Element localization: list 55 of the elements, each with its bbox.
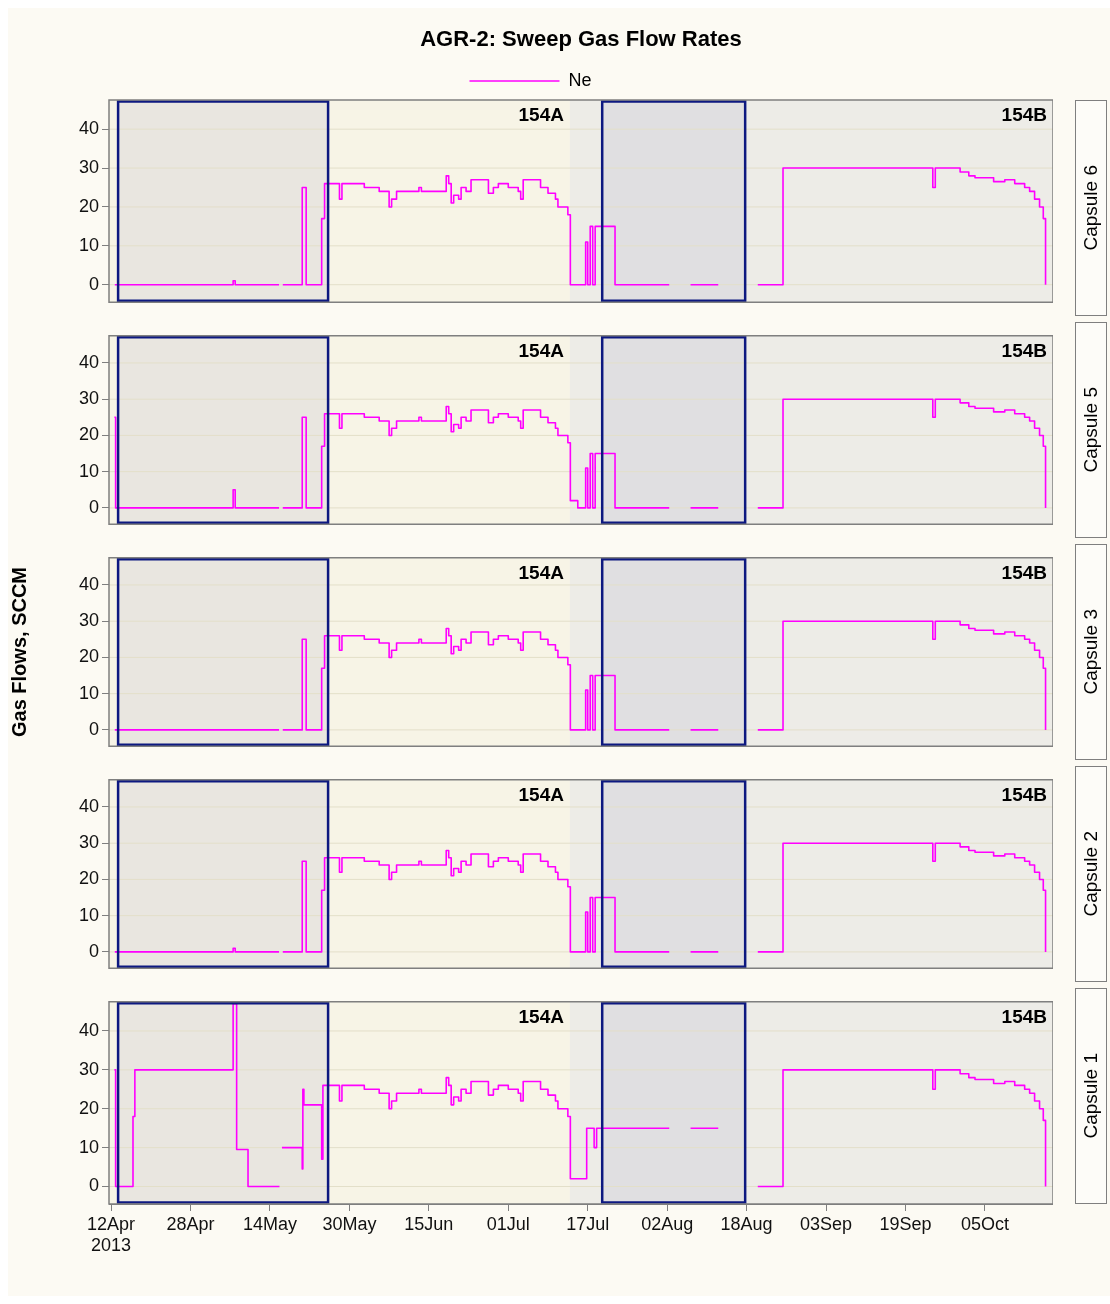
y-tick-label: 20: [78, 424, 99, 445]
y-tick-label: 40: [78, 351, 99, 372]
band-label: 154A: [518, 1005, 565, 1027]
band-label: 154B: [1001, 339, 1047, 361]
x-tick-label: 19Sep: [879, 1213, 932, 1234]
y2-axis-title: Capsule 1: [1080, 1053, 1102, 1139]
y-tick-label: 30: [78, 388, 99, 409]
y-tick-label: 20: [78, 646, 99, 667]
y-tick-label: 30: [78, 832, 99, 853]
y-tick-label: 30: [78, 1058, 99, 1079]
band-label: 154B: [1001, 1005, 1047, 1027]
y-tick-label: 10: [78, 904, 99, 925]
y-tick-label: 40: [78, 1019, 99, 1040]
x-tick-label: 30May: [322, 1213, 377, 1234]
y2-axis-title: Capsule 2: [1080, 831, 1102, 917]
y-tick-label: 30: [78, 157, 99, 178]
x-tick-label: 12Apr 2013: [87, 1213, 136, 1256]
y-tick-label: 0: [88, 496, 99, 517]
x-tick-label: 05Oct: [960, 1213, 1009, 1234]
y-tick-label: 30: [78, 610, 99, 631]
band-label: 154B: [1001, 783, 1047, 805]
y-tick-label: 10: [78, 234, 99, 255]
y-tick-label: 10: [78, 460, 99, 481]
band-label: 154B: [1001, 561, 1047, 583]
y-tick-label: 0: [88, 1175, 99, 1196]
y-tick-label: 0: [88, 940, 99, 961]
y-tick-label: 40: [78, 795, 99, 816]
x-tick-label: 03Sep: [800, 1213, 853, 1234]
x-tick-label: 15Jun: [404, 1213, 454, 1234]
legend-label: Ne: [568, 69, 592, 90]
y-tick-label: 0: [88, 273, 99, 294]
y-tick-label: 20: [78, 868, 99, 889]
y2-axis-title: Capsule 5: [1080, 387, 1102, 473]
x-tick-label: 28Apr: [166, 1213, 215, 1234]
y-tick-label: 40: [78, 118, 99, 139]
y-tick-label: 0: [88, 718, 99, 739]
y-tick-label: 20: [78, 1097, 99, 1118]
x-tick-label: 17Jul: [566, 1213, 610, 1234]
band-label: 154A: [518, 783, 565, 805]
x-tick-label: 14May: [242, 1213, 297, 1234]
band-label: 154B: [1001, 103, 1047, 125]
y-tick-label: 10: [78, 682, 99, 703]
y-axis-title: Gas Flows, SCCM: [7, 566, 30, 738]
y2-axis-title: Capsule 3: [1080, 609, 1102, 695]
band-label: 154A: [518, 339, 565, 361]
y-tick-label: 10: [78, 1136, 99, 1157]
x-tick-label: 02Aug: [641, 1213, 694, 1234]
x-tick-label: 18Aug: [720, 1213, 773, 1234]
band-label: 154A: [518, 103, 565, 125]
y-tick-label: 40: [78, 573, 99, 594]
x-tick-label: 01Jul: [486, 1213, 530, 1234]
chart-title: AGR-2: Sweep Gas Flow Rates: [419, 26, 743, 52]
y2-axis-title: Capsule 6: [1080, 165, 1102, 251]
band-label: 154A: [518, 561, 565, 583]
y-tick-label: 20: [78, 195, 99, 216]
